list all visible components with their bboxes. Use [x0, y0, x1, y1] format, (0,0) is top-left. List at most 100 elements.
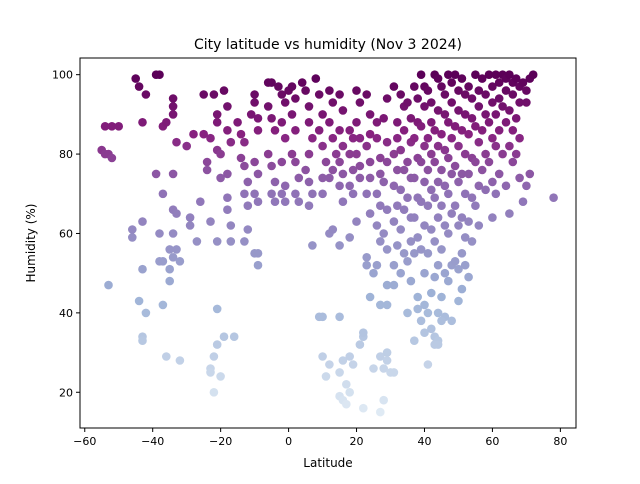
data-point	[399, 205, 409, 214]
data-point	[318, 110, 327, 119]
y-tick-label: 40	[59, 307, 73, 320]
data-point	[196, 197, 205, 206]
data-point	[172, 137, 181, 147]
data-point	[291, 126, 300, 135]
data-point	[430, 193, 440, 202]
data-point	[481, 149, 490, 159]
data-point	[199, 129, 208, 139]
data-point	[460, 233, 470, 242]
data-point	[134, 296, 144, 306]
data-point	[151, 169, 161, 179]
data-point	[226, 237, 236, 246]
x-axis: −60 −40 −20 0 20 40 60 80	[73, 428, 567, 448]
data-point	[488, 98, 497, 107]
data-point	[294, 173, 304, 183]
data-point	[474, 181, 484, 191]
data-point	[515, 133, 524, 143]
data-point	[376, 352, 385, 361]
data-point	[168, 169, 178, 179]
data-point	[440, 268, 450, 278]
data-point	[182, 141, 191, 151]
chart-title: City latitude vs humidity (Nov 3 2024)	[194, 37, 462, 53]
data-point	[216, 372, 225, 381]
data-point	[464, 217, 473, 226]
data-point	[427, 149, 436, 159]
data-point	[488, 213, 497, 222]
data-point	[379, 364, 389, 373]
data-point	[338, 197, 348, 206]
data-point	[444, 70, 453, 79]
data-point	[376, 237, 385, 246]
data-point	[376, 300, 385, 310]
data-point	[158, 189, 168, 199]
data-point	[416, 245, 426, 254]
data-point	[209, 352, 219, 361]
data-point	[457, 213, 467, 222]
data-point	[433, 308, 443, 318]
data-point	[515, 173, 524, 183]
data-point	[325, 173, 334, 183]
data-point	[328, 133, 338, 143]
data-point	[522, 86, 531, 95]
data-point	[413, 233, 423, 242]
data-point	[338, 169, 348, 179]
data-point	[396, 90, 406, 99]
data-point	[491, 110, 501, 119]
data-point	[206, 217, 215, 226]
data-point	[138, 336, 147, 346]
data-point	[270, 197, 280, 206]
data-point	[406, 237, 416, 246]
data-point	[433, 106, 443, 115]
data-point	[423, 201, 433, 210]
data-point	[267, 161, 276, 171]
data-point	[308, 133, 317, 143]
data-point	[501, 118, 511, 127]
data-point	[348, 189, 358, 199]
data-point	[376, 153, 385, 163]
x-tick-label: −60	[73, 435, 96, 448]
data-point	[518, 197, 528, 206]
data-point	[454, 296, 463, 306]
data-point	[267, 114, 276, 123]
data-point	[304, 102, 314, 111]
data-point	[216, 173, 225, 183]
data-point	[345, 149, 355, 159]
data-point	[287, 110, 297, 119]
data-point	[440, 181, 450, 191]
data-point	[420, 300, 429, 310]
data-point	[430, 272, 440, 282]
data-point	[410, 213, 419, 222]
data-point	[515, 98, 524, 107]
data-point	[511, 74, 521, 83]
data-point	[185, 221, 195, 230]
data-point	[348, 133, 358, 143]
data-point	[420, 268, 429, 278]
data-point	[223, 126, 232, 135]
data-points	[97, 70, 558, 417]
data-point	[399, 249, 409, 258]
x-tick-label: 60	[485, 435, 499, 448]
data-point	[365, 129, 375, 139]
data-point	[498, 149, 507, 159]
data-point	[189, 129, 198, 139]
data-point	[410, 173, 419, 183]
data-point	[427, 98, 436, 107]
data-point	[427, 118, 436, 127]
data-point	[250, 157, 259, 167]
data-point	[457, 126, 467, 135]
data-point	[403, 308, 412, 318]
data-point	[236, 129, 246, 139]
data-point	[355, 173, 365, 183]
y-tick-label: 100	[52, 69, 73, 82]
data-point	[304, 149, 314, 159]
data-point	[168, 94, 178, 103]
data-point	[240, 237, 249, 246]
data-point	[471, 157, 480, 167]
data-point	[325, 86, 334, 95]
data-point	[484, 157, 494, 167]
data-point	[335, 241, 344, 250]
data-point	[427, 324, 436, 334]
data-point	[508, 126, 518, 135]
data-point	[474, 102, 484, 111]
data-point	[494, 78, 504, 87]
